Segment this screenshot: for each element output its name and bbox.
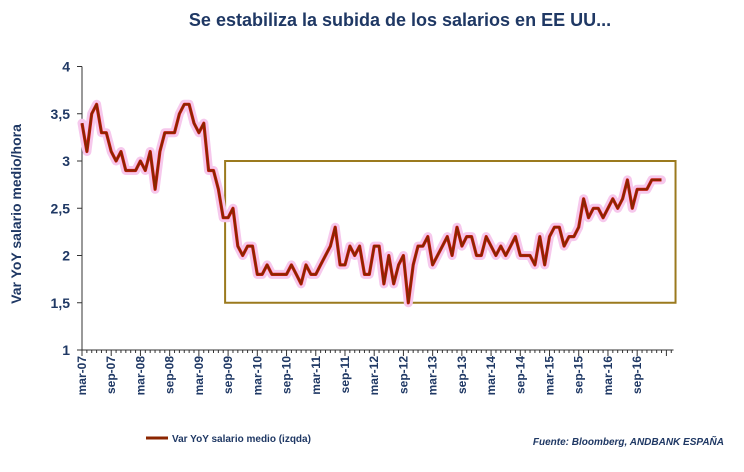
legend: Var YoY salario medio (izqda) — [146, 434, 311, 445]
y-tick-label: 3,5 — [51, 106, 71, 122]
y-tick-label: 2 — [62, 248, 70, 264]
x-tick-label: mar-11 — [309, 356, 323, 395]
x-tick-label: sep-15 — [572, 356, 586, 394]
x-tick-label: mar-12 — [367, 356, 381, 396]
x-tick-label: mar-10 — [250, 356, 264, 396]
x-tick-label: sep-11 — [338, 356, 352, 394]
y-tick-label: 2,5 — [51, 200, 71, 216]
x-tick-label: mar-14 — [484, 356, 498, 396]
axes: 1 1,5 2 2,5 3 3,5 4 mar-07 sep-07 mar-08 sep-08 mar… — [51, 59, 674, 396]
x-tick-label: sep-10 — [280, 356, 294, 394]
y-tick-label: 1 — [62, 342, 70, 358]
x-tick-label: sep-14 — [513, 356, 527, 394]
y-tick-label: 4 — [62, 59, 70, 75]
x-tick-label: sep-12 — [396, 356, 410, 394]
x-tick-label: mar-07 — [75, 356, 89, 396]
x-tick-label: sep-09 — [221, 356, 235, 394]
series-layer — [77, 99, 666, 308]
x-tick-label: sep-08 — [163, 356, 177, 394]
chart-title: Se estabiliza la subida de los salarios … — [189, 10, 611, 30]
highlight-box — [224, 160, 677, 304]
x-tick-label: mar-09 — [192, 356, 206, 396]
highlight-region — [224, 160, 677, 304]
y-axis-label: Var YoY salario medio/hora — [8, 124, 24, 304]
legend-label: Var YoY salario medio (izqda) — [172, 434, 311, 445]
x-tick-label: sep-13 — [455, 356, 469, 394]
series-line — [80, 103, 662, 304]
x-tick-label: mar-15 — [543, 356, 557, 396]
x-tick-label: mar-08 — [133, 356, 147, 396]
y-tick-label: 3 — [62, 153, 70, 169]
x-tick-label: sep-07 — [104, 356, 118, 394]
source-note: Fuente: Bloomberg, ANDBANK ESPAÑA — [533, 435, 724, 448]
x-tick-label: sep-16 — [630, 356, 644, 394]
x-tick-label: mar-16 — [601, 356, 615, 396]
x-tick-label: mar-13 — [426, 356, 440, 396]
y-tick-label: 1,5 — [51, 295, 71, 311]
